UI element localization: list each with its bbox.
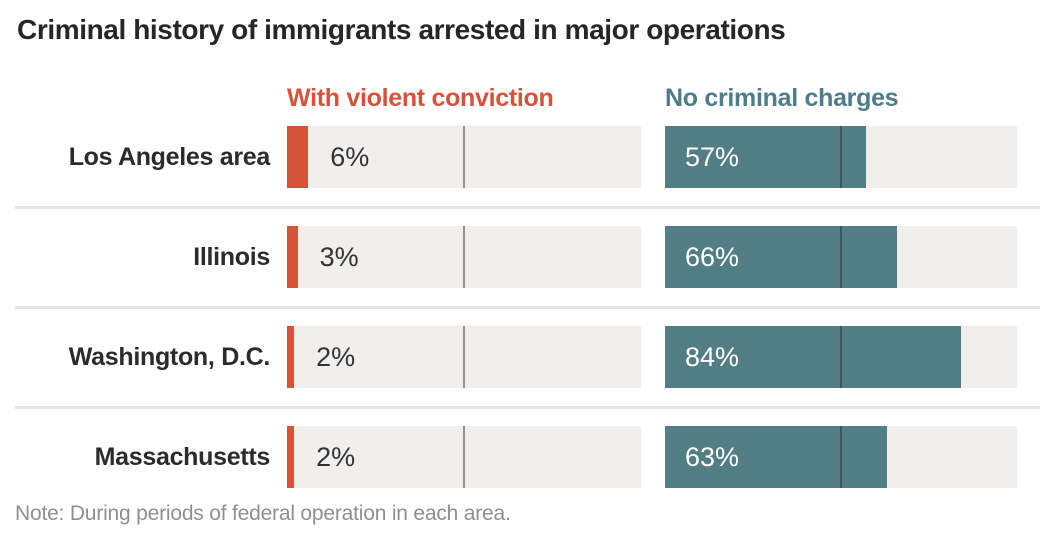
no-criminal-charges-track: 63%: [665, 426, 1017, 488]
violent-conviction-track: 2%: [287, 426, 641, 488]
chart-row: Los Angeles area 6% 57%: [0, 126, 1050, 188]
category-label: Washington, D.C.: [68, 343, 271, 371]
gridline-50pct: [463, 326, 465, 388]
gridline-50pct: [840, 126, 842, 188]
no-criminal-charges-bar: [665, 326, 961, 388]
no-criminal-charges-bar: [665, 126, 866, 188]
chart-row: Illinois 3% 66%: [0, 226, 1050, 288]
no-criminal-charges-track: 66%: [665, 226, 1017, 288]
chart-row: Washington, D.C. 2% 84%: [0, 326, 1050, 388]
gridline-50pct: [463, 426, 465, 488]
violent-conviction-track: 2%: [287, 326, 641, 388]
row-separator: [15, 406, 1040, 409]
violent-conviction-bar: [287, 226, 298, 288]
category-label: Illinois: [193, 243, 270, 271]
chart-note: Note: During periods of federal operatio…: [15, 502, 511, 525]
category-label: Massachusetts: [94, 443, 271, 471]
violent-conviction-track: 6%: [287, 126, 641, 188]
violent-conviction-value: 6%: [330, 142, 370, 172]
no-criminal-charges-bar: [665, 226, 898, 288]
chart-title: Criminal history of immigrants arrested …: [17, 14, 786, 45]
gridline-50pct: [840, 326, 842, 388]
gridline-50pct: [840, 426, 842, 488]
no-criminal-charges-value: 57%: [685, 142, 740, 172]
violent-conviction-value: 2%: [316, 342, 356, 372]
gridline-50pct: [463, 126, 465, 188]
category-label: Los Angeles area: [68, 143, 271, 171]
violent-conviction-value: 3%: [319, 242, 359, 272]
gridline-50pct: [463, 226, 465, 288]
no-criminal-charges-track: 84%: [665, 326, 1017, 388]
violent-conviction-track: 3%: [287, 226, 641, 288]
no-criminal-charges-value: 84%: [685, 342, 740, 372]
no-criminal-charges-track: 57%: [665, 126, 1017, 188]
violent-conviction-bar: [287, 426, 295, 488]
legend-no-criminal-charges: No criminal charges: [665, 84, 899, 112]
gridline-50pct: [840, 226, 842, 288]
no-criminal-charges-value: 63%: [685, 442, 740, 472]
no-criminal-charges-value: 66%: [685, 242, 740, 272]
violent-conviction-bar: [287, 126, 309, 188]
row-separator: [15, 206, 1040, 209]
violent-conviction-bar: [287, 326, 295, 388]
chart-rows: Los Angeles area 6% 57% Illinois 3% 66% Washin…: [0, 126, 1050, 488]
no-criminal-charges-bar: [665, 426, 887, 488]
row-separator: [15, 306, 1040, 309]
chart-row: Massachusetts 2% 63%: [0, 426, 1050, 488]
violent-conviction-value: 2%: [316, 442, 356, 472]
legend-with-violent-conviction: With violent conviction: [287, 84, 554, 112]
